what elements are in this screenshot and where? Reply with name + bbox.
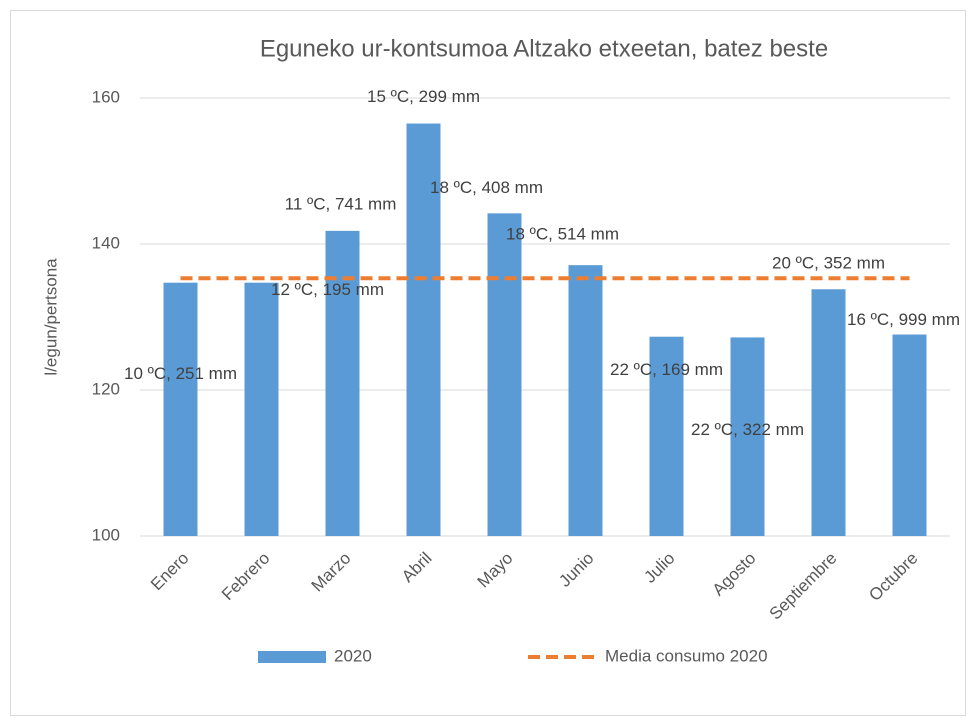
y-tick-label: 160 <box>92 87 120 106</box>
bar <box>892 334 927 536</box>
bar <box>811 289 846 536</box>
legend-label: 2020 <box>334 646 372 665</box>
bar <box>244 282 279 536</box>
bar <box>568 265 603 536</box>
data-annotation: 10 ºC, 251 mm <box>124 364 237 383</box>
data-annotation: 22 ºC, 169 mm <box>610 360 723 379</box>
y-tick-label: 140 <box>92 233 120 252</box>
bar <box>649 336 684 536</box>
legend-swatch <box>258 651 326 663</box>
bar <box>730 337 765 536</box>
data-annotation: 11 ºC, 741 mm <box>285 194 397 213</box>
y-tick-label: 120 <box>92 379 120 398</box>
data-annotation: 18 ºC, 514 mm <box>506 225 619 244</box>
legend-label: Media consumo 2020 <box>605 646 768 665</box>
data-annotation: 22 ºC, 322 mm <box>691 420 804 439</box>
data-annotation: 15 ºC, 299 mm <box>367 87 480 106</box>
data-annotation: 18 ºC, 408 mm <box>430 178 543 197</box>
data-annotation: 20 ºC, 352 mm <box>772 254 885 273</box>
y-tick-label: 100 <box>92 525 120 544</box>
data-annotation: 16 ºC, 999 mm <box>847 310 960 329</box>
bar <box>487 213 522 536</box>
bar <box>325 230 360 537</box>
bar <box>406 123 441 537</box>
bar <box>163 282 198 536</box>
chart-title: Eguneko ur-kontsumoa Altzako etxeetan, b… <box>260 35 828 62</box>
data-annotation: 12 ºC, 195 mm <box>271 280 384 299</box>
y-axis-label: l/egun/pertsona <box>41 258 60 376</box>
